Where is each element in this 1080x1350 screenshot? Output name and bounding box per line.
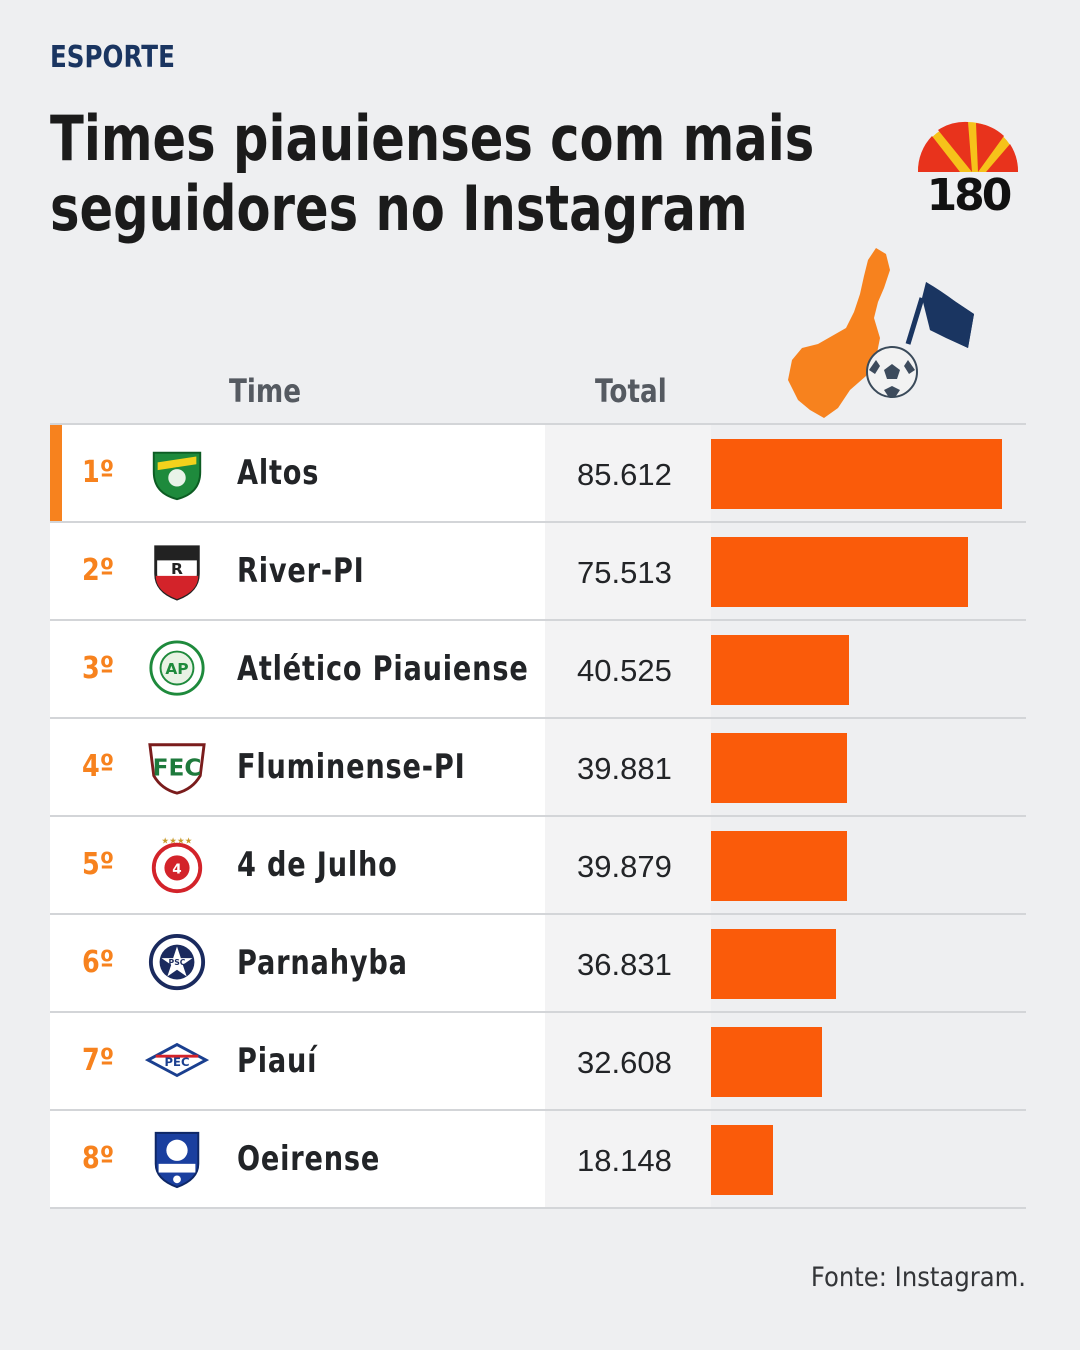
follower-bar	[711, 1125, 773, 1195]
fluminense-crest-icon: FEC	[148, 743, 206, 795]
row-value-cell	[545, 523, 711, 619]
follower-count: 18.148	[577, 1143, 672, 1178]
follower-bar	[711, 1027, 822, 1097]
follower-bar	[711, 635, 849, 705]
brand-logo-text: 180	[927, 170, 1011, 220]
team-name: Oeirense	[237, 1139, 381, 1179]
team-name: Fluminense-PI	[237, 747, 466, 787]
quatro-de-julho-crest-icon: 4 ★★★★	[151, 836, 203, 894]
row-label-cell	[50, 523, 545, 619]
oeirense-crest-icon	[154, 1131, 200, 1189]
team-name: Piauí	[237, 1041, 318, 1081]
row-value-cell	[545, 621, 711, 717]
rank-label: 2º	[82, 553, 115, 588]
row-label-cell	[50, 719, 545, 815]
follower-bar	[711, 831, 847, 901]
table-row: 2º R River-PI 75.513	[50, 523, 1026, 621]
rank-label: 7º	[82, 1043, 115, 1078]
follower-bar	[711, 537, 968, 607]
row-value-cell	[545, 1111, 711, 1207]
svg-text:FEC: FEC	[153, 755, 202, 782]
piaui-crest-icon: PEC	[145, 1042, 209, 1078]
table-row: 8º Oeirense 18.148	[50, 1111, 1026, 1209]
row-label-cell	[50, 425, 545, 521]
team-name: 4 de Julho	[237, 845, 398, 885]
team-name: Atlético Piauiense	[237, 649, 529, 689]
row-value-cell	[545, 1013, 711, 1109]
row-label-cell	[50, 1111, 545, 1207]
follower-bar	[711, 733, 847, 803]
rank-label: 6º	[82, 945, 115, 980]
svg-text:4: 4	[172, 862, 181, 878]
rank-label: 8º	[82, 1141, 115, 1176]
ranking-table: 1º Altos 85.612 2º R River-PI 75.513 3º AP Atléti…	[50, 423, 1026, 1209]
table-row: 5º 4 ★★★★ 4 de Julho 39.879	[50, 817, 1026, 915]
follower-bar	[711, 439, 1002, 509]
title-line-2: seguidores no Instagram	[50, 172, 748, 245]
piaui-map-ball-flag-icon	[788, 248, 974, 418]
brand-logo-icon: 180	[917, 121, 1019, 220]
follower-count: 32.608	[577, 1045, 672, 1080]
row-value-cell	[545, 915, 711, 1011]
table-row: 3º AP Atlético Piauiense 40.525	[50, 621, 1026, 719]
svg-text:AP: AP	[165, 660, 188, 678]
row-value-cell	[545, 719, 711, 815]
rank-label: 4º	[82, 749, 115, 784]
follower-count: 85.612	[577, 457, 672, 492]
team-name: River-PI	[237, 551, 365, 591]
team-name: Parnahyba	[237, 943, 408, 983]
rank-label: 1º	[82, 455, 115, 490]
source-note: Fonte: Instagram.	[810, 1262, 1026, 1293]
section-label: ESPORTE	[50, 40, 175, 75]
svg-text:PEC: PEC	[165, 1055, 190, 1069]
follower-bar	[711, 929, 836, 999]
team-name: Altos	[237, 453, 320, 493]
parnahyba-crest-icon: PSC	[148, 933, 206, 991]
follower-count: 75.513	[577, 555, 672, 590]
follower-count: 39.879	[577, 849, 672, 884]
follower-count: 36.831	[577, 947, 672, 982]
rank-label: 3º	[82, 651, 115, 686]
title-line-1: Times piauienses com mais	[50, 102, 815, 175]
column-header-total: Total	[595, 372, 667, 410]
row-label-cell	[50, 621, 545, 717]
row-label-cell	[50, 817, 545, 913]
altos-crest-icon	[152, 451, 202, 501]
svg-text:★★★★: ★★★★	[161, 836, 192, 846]
table-row: 6º PSC Parnahyba 36.831	[50, 915, 1026, 1013]
row-value-cell	[545, 817, 711, 913]
rank-label: 5º	[82, 847, 115, 882]
river-crest-icon: R	[154, 545, 200, 601]
follower-count: 39.881	[577, 751, 672, 786]
svg-text:PSC: PSC	[169, 958, 186, 967]
row-label-cell	[50, 915, 545, 1011]
row-value-cell	[545, 425, 711, 521]
page-title: Times piauienses com mais seguidores no …	[50, 104, 814, 244]
table-row: 1º Altos 85.612	[50, 425, 1026, 523]
table-row: 4º FEC Fluminense-PI 39.881	[50, 719, 1026, 817]
follower-count: 40.525	[577, 653, 672, 688]
svg-text:R: R	[171, 560, 183, 578]
table-row: 7º PEC Piauí 32.608	[50, 1013, 1026, 1111]
atletico-crest-icon: AP	[149, 640, 205, 696]
row-label-cell	[50, 1013, 545, 1109]
column-header-team: Time	[229, 372, 302, 410]
